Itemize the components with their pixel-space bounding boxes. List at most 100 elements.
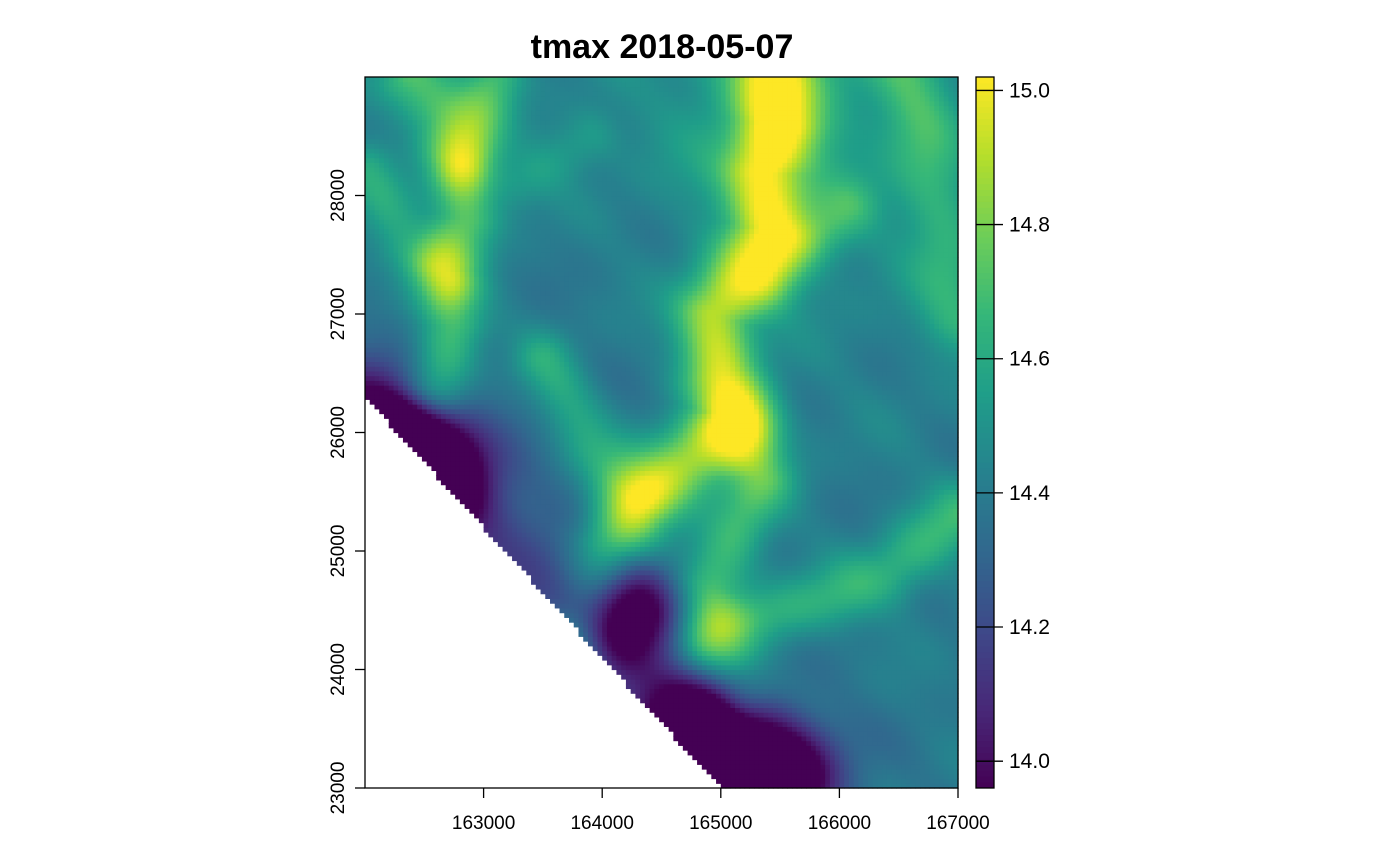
raster-cell xyxy=(606,655,613,661)
raster-cell xyxy=(540,541,546,547)
raster-cell xyxy=(540,489,546,495)
raster-cell xyxy=(545,200,551,206)
raster-cell xyxy=(512,233,518,239)
raster-cell xyxy=(606,522,613,528)
raster-cell xyxy=(440,309,447,315)
raster-cell xyxy=(383,110,390,116)
raster-cell xyxy=(602,446,608,453)
raster-cell xyxy=(554,536,561,543)
raster-cell xyxy=(469,124,475,130)
raster-cell xyxy=(365,223,371,230)
raster-cell xyxy=(592,432,599,438)
raster-cell xyxy=(445,261,451,268)
raster-cell xyxy=(497,148,504,154)
raster-cell xyxy=(402,171,409,178)
raster-cell xyxy=(450,437,456,443)
raster-cell xyxy=(455,446,461,453)
raster-cell xyxy=(412,238,418,244)
raster-cell xyxy=(464,105,470,111)
raster-cell xyxy=(455,242,461,249)
raster-cell xyxy=(398,394,404,400)
raster-cell xyxy=(426,214,433,220)
raster-cell xyxy=(478,242,485,249)
raster-cell xyxy=(412,351,418,358)
raster-cell xyxy=(483,124,489,130)
raster-cell xyxy=(564,204,570,211)
raster-cell xyxy=(365,356,371,362)
raster-cell xyxy=(383,186,390,192)
raster-cell xyxy=(568,607,575,614)
raster-cell xyxy=(512,418,518,424)
raster-cell xyxy=(606,77,613,83)
raster-cell xyxy=(606,612,613,618)
raster-cell xyxy=(578,176,584,182)
raster-cell xyxy=(564,532,570,538)
raster-cell xyxy=(374,361,380,367)
raster-cell xyxy=(398,361,404,367)
raster-cell xyxy=(535,190,542,197)
raster-cell xyxy=(459,404,466,410)
raster-cell xyxy=(421,290,428,296)
raster-cell xyxy=(512,105,518,111)
raster-cell xyxy=(578,110,584,116)
raster-cell xyxy=(402,95,409,102)
raster-cell xyxy=(407,181,414,187)
raster-cell xyxy=(602,247,608,253)
raster-cell xyxy=(402,257,409,263)
raster-cell xyxy=(540,399,546,405)
raster-cell xyxy=(417,351,423,358)
raster-cell xyxy=(412,171,418,178)
raster-cell xyxy=(455,280,461,287)
raster-cell xyxy=(474,162,480,168)
raster-cell xyxy=(421,261,428,268)
raster-cell xyxy=(564,351,570,358)
raster-cell xyxy=(516,280,523,287)
raster-cell xyxy=(550,456,556,462)
raster-cell xyxy=(374,204,380,211)
raster-cell xyxy=(573,129,580,135)
raster-cell xyxy=(455,347,461,353)
raster-cell xyxy=(417,423,423,429)
raster-cell xyxy=(507,233,513,239)
raster-cell xyxy=(398,351,404,358)
raster-cell xyxy=(478,100,485,107)
raster-cell xyxy=(369,304,376,310)
raster-cell xyxy=(550,285,556,291)
raster-cell xyxy=(512,437,518,443)
raster-cell xyxy=(521,479,527,486)
raster-cell xyxy=(459,238,466,244)
raster-cell xyxy=(606,574,613,581)
raster-cell xyxy=(497,124,504,130)
raster-cell xyxy=(436,214,442,220)
raster-cell xyxy=(592,252,599,258)
raster-cell xyxy=(531,479,537,486)
raster-cell xyxy=(516,110,523,116)
raster-cell xyxy=(578,280,584,287)
raster-cell xyxy=(374,214,380,220)
raster-cell xyxy=(464,375,470,381)
raster-cell xyxy=(497,517,504,524)
raster-cell xyxy=(426,323,433,329)
raster-cell xyxy=(516,437,523,443)
raster-cell xyxy=(502,119,508,125)
raster-cell xyxy=(535,162,542,168)
raster-cell xyxy=(554,285,561,291)
raster-cell xyxy=(597,546,603,552)
raster-cell xyxy=(559,124,565,130)
raster-cell xyxy=(374,176,380,182)
raster-cell xyxy=(365,114,371,121)
raster-cell xyxy=(450,204,456,211)
raster-cell xyxy=(545,214,551,220)
raster-cell xyxy=(469,451,475,457)
raster-cell xyxy=(431,266,437,272)
raster-cell xyxy=(526,167,532,173)
raster-cell xyxy=(583,314,589,320)
raster-cell xyxy=(564,176,570,182)
raster-cell xyxy=(365,209,371,216)
raster-cell xyxy=(592,460,599,467)
raster-cell xyxy=(459,77,466,83)
raster-cell xyxy=(583,413,589,419)
raster-cell xyxy=(464,91,470,97)
raster-cell xyxy=(564,418,570,424)
raster-cell xyxy=(516,432,523,438)
